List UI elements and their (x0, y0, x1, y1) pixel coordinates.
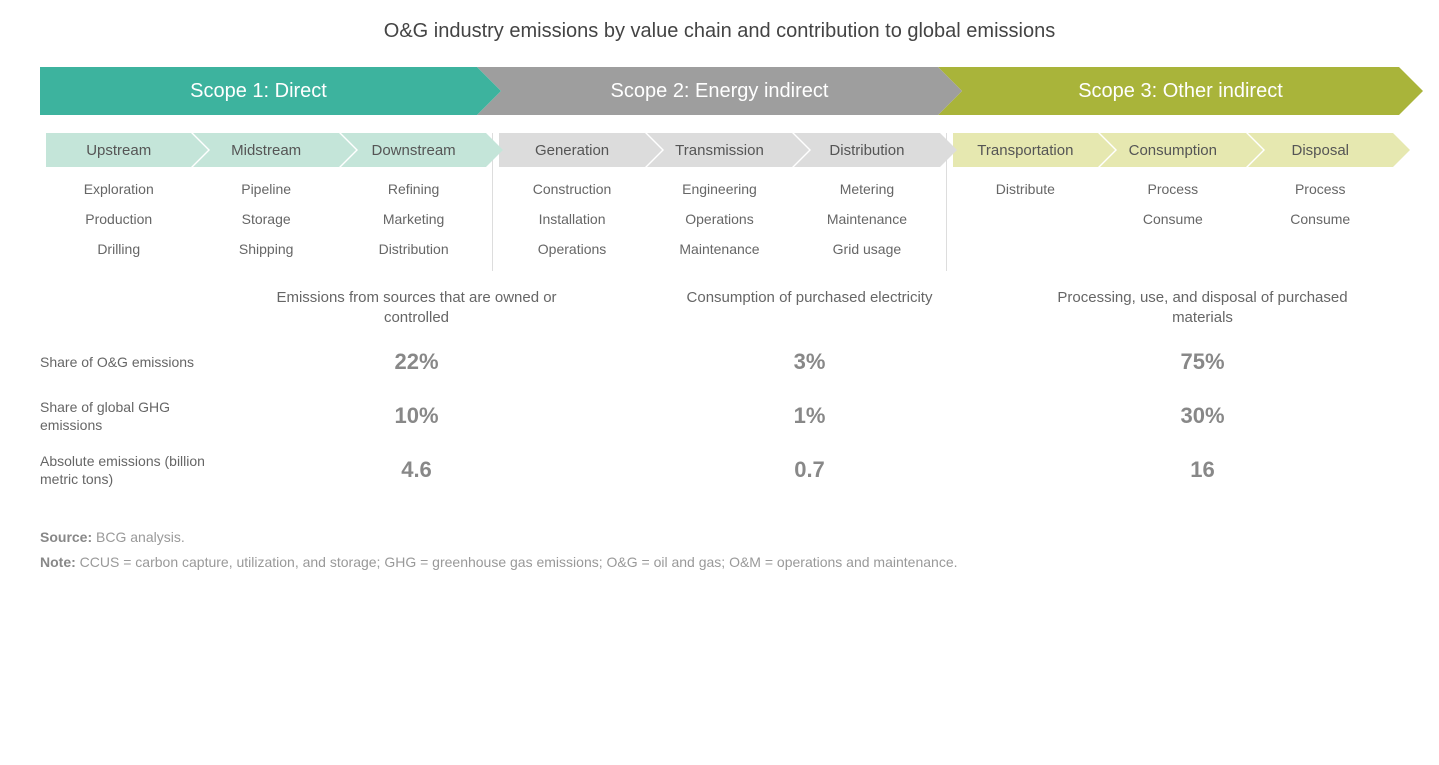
transmission-items: Engineering Operations Maintenance (647, 181, 792, 271)
scope3-share-ghg: 30% (1006, 403, 1399, 429)
upstream-items: Exploration Production Drilling (46, 181, 191, 271)
scope-columns: Upstream Midstream Downstream Exploratio… (40, 133, 1399, 271)
share-og-label: Share of O&G emissions (40, 353, 220, 371)
chart-title: O&G industry emissions by value chain an… (40, 20, 1399, 43)
downstream-items: Refining Marketing Distribution (341, 181, 486, 271)
scope2-share-ghg: 1% (613, 403, 1006, 429)
scope2-header: Scope 2: Energy indirect (477, 67, 938, 115)
item: Process (1104, 181, 1241, 197)
item: Shipping (197, 241, 334, 257)
share-ghg-label: Share of global GHG emissions (40, 398, 220, 434)
item: Maintenance (651, 241, 788, 257)
sub-generation: Generation (499, 133, 644, 167)
item: Operations (651, 211, 788, 227)
consumption-items: Process Consume (1100, 181, 1245, 241)
distribution-items: Metering Maintenance Grid usage (794, 181, 939, 271)
item: Consume (1104, 211, 1241, 227)
scope1-column: Upstream Midstream Downstream Exploratio… (40, 133, 493, 271)
item: Storage (197, 211, 334, 227)
scope2-share-og: 3% (613, 349, 1006, 375)
scope3-description: Processing, use, and disposal of purchas… (1006, 288, 1399, 329)
item: Engineering (651, 181, 788, 197)
generation-items: Construction Installation Operations (499, 181, 644, 271)
midstream-items: Pipeline Storage Shipping (193, 181, 338, 271)
sub-upstream: Upstream (46, 133, 191, 167)
item: Distribute (957, 181, 1094, 197)
item: Marketing (345, 211, 482, 227)
disposal-items: Process Consume (1248, 181, 1393, 241)
sub-transportation: Transportation (953, 133, 1098, 167)
item: Construction (503, 181, 640, 197)
item: Grid usage (798, 241, 935, 257)
note-label: Note: (40, 554, 76, 570)
item: Pipeline (197, 181, 334, 197)
source-label: Source: (40, 529, 92, 545)
scope1-description: Emissions from sources that are owned or… (220, 288, 613, 329)
scope3-share-og: 75% (1006, 349, 1399, 375)
item: Consume (1252, 211, 1389, 227)
footer: Source: BCG analysis. Note: CCUS = carbo… (40, 525, 1399, 575)
transportation-items: Distribute (953, 181, 1098, 241)
item: Refining (345, 181, 482, 197)
note-text: CCUS = carbon capture, utilization, and … (80, 554, 958, 570)
item: Metering (798, 181, 935, 197)
item: Distribution (345, 241, 482, 257)
sub-distribution: Distribution (794, 133, 939, 167)
scope1-absolute: 4.6 (220, 457, 613, 483)
metrics-block: Emissions from sources that are owned or… (40, 281, 1399, 497)
scope2-absolute: 0.7 (613, 457, 1006, 483)
sub-midstream: Midstream (193, 133, 338, 167)
absolute-label: Absolute emissions (billion metric tons) (40, 452, 220, 488)
scope-headers-row: Scope 1: Direct Scope 2: Energy indirect… (40, 67, 1399, 115)
scope3-column: Transportation Consumption Disposal Dist… (947, 133, 1399, 271)
source-text: BCG analysis. (96, 529, 185, 545)
scope1-header: Scope 1: Direct (40, 67, 477, 115)
scope3-absolute: 16 (1006, 457, 1399, 483)
item: Production (50, 211, 187, 227)
sub-disposal: Disposal (1248, 133, 1393, 167)
item: Exploration (50, 181, 187, 197)
scope2-description: Consumption of purchased electricity (613, 288, 1006, 329)
scope3-header: Scope 3: Other indirect (938, 67, 1399, 115)
sub-transmission: Transmission (647, 133, 792, 167)
sub-downstream: Downstream (341, 133, 486, 167)
item: Installation (503, 211, 640, 227)
scope1-share-og: 22% (220, 349, 613, 375)
item: Drilling (50, 241, 187, 257)
sub-consumption: Consumption (1100, 133, 1245, 167)
item: Process (1252, 181, 1389, 197)
scope1-share-ghg: 10% (220, 403, 613, 429)
item: Maintenance (798, 211, 935, 227)
scope2-column: Generation Transmission Distribution Con… (493, 133, 946, 271)
item: Operations (503, 241, 640, 257)
